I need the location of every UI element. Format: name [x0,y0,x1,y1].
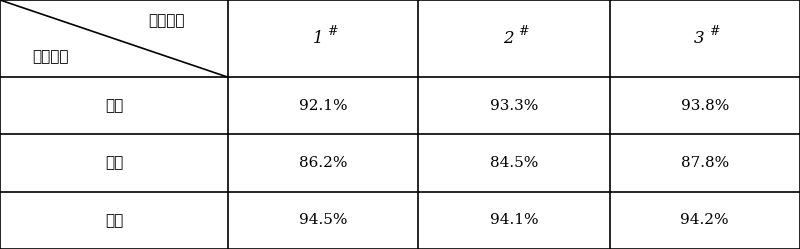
Text: 甲苯: 甲苯 [105,156,123,171]
Text: 3: 3 [694,30,705,47]
Text: #: # [518,25,529,38]
Text: 甲醒: 甲醒 [105,98,123,113]
Text: 苯酚: 苯酚 [105,213,123,228]
Text: #: # [327,25,338,38]
Text: 1: 1 [313,30,323,47]
Text: 86.2%: 86.2% [299,156,347,170]
Text: 94.1%: 94.1% [490,213,538,227]
Text: #: # [709,25,719,38]
Text: 92.1%: 92.1% [299,99,347,113]
Text: 样品编号: 样品编号 [148,13,185,28]
Text: 2: 2 [503,30,514,47]
Text: 94.5%: 94.5% [299,213,347,227]
Text: 93.3%: 93.3% [490,99,538,113]
Text: 84.5%: 84.5% [490,156,538,170]
Text: 94.2%: 94.2% [681,213,729,227]
Text: 考察对象: 考察对象 [32,49,69,64]
Text: 87.8%: 87.8% [681,156,729,170]
Text: 93.8%: 93.8% [681,99,729,113]
